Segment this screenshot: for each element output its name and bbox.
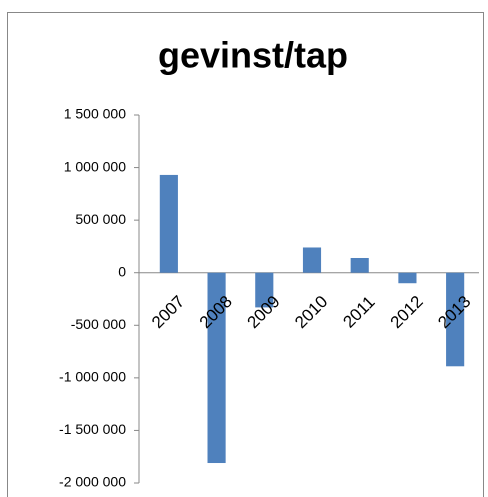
bar [255,272,274,308]
y-tick-label: -2 000 000 [59,474,126,490]
y-tick-label: -500 000 [71,316,126,332]
y-tick-label: -1 000 000 [59,369,126,385]
bar [302,247,322,273]
y-tick-label: 1 500 000 [64,106,126,122]
y-tick-label: -1 500 000 [59,421,126,437]
bar [159,174,178,273]
bar [398,272,417,284]
chart-title: gevinst/tap [158,35,348,76]
y-tick-label: 0 [118,263,126,279]
bar [207,272,226,464]
bar [350,257,369,273]
bar [446,272,465,367]
y-tick-label: 500 000 [75,211,126,227]
y-tick-label: 1 000 000 [64,158,126,174]
chart-border [7,12,484,497]
